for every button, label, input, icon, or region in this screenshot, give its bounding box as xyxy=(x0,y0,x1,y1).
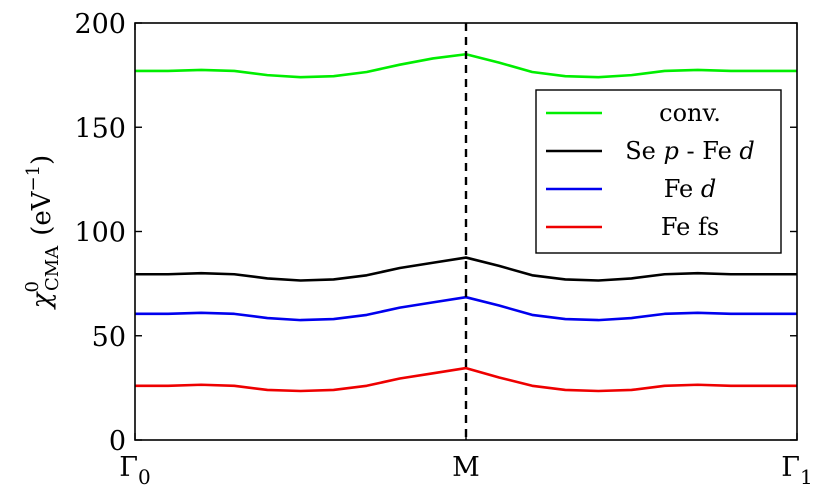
y-tick-label: 0 xyxy=(109,426,126,457)
legend-label: Se p - Fe d xyxy=(625,137,755,165)
series-line-3 xyxy=(135,366,797,393)
y-axis-label-text: χ0CMA(eV−1) xyxy=(22,155,63,310)
legend-label: conv. xyxy=(659,99,721,127)
y-tick-label: 150 xyxy=(74,113,126,144)
legend-label: Fe d xyxy=(664,175,717,203)
x-tick-label: M xyxy=(452,452,480,483)
y-axis-label: χ0CMA(eV−1) xyxy=(22,155,63,310)
x-tick-label: Γ1 xyxy=(781,452,812,489)
x-tick-label: Γ0 xyxy=(119,452,150,489)
series-line-1 xyxy=(135,256,797,282)
legend-label: Fe fs xyxy=(661,213,719,241)
y-tick-label: 200 xyxy=(74,9,126,40)
ticks-layer: 0 50 100 150 200 Γ0 M Γ1 xyxy=(74,9,812,489)
y-tick-label: 100 xyxy=(74,218,126,249)
y-tick-label: 50 xyxy=(92,322,126,353)
legend: conv. Se p - Fe d Fe d Fe fs xyxy=(535,89,782,254)
series-line-2 xyxy=(135,295,797,322)
